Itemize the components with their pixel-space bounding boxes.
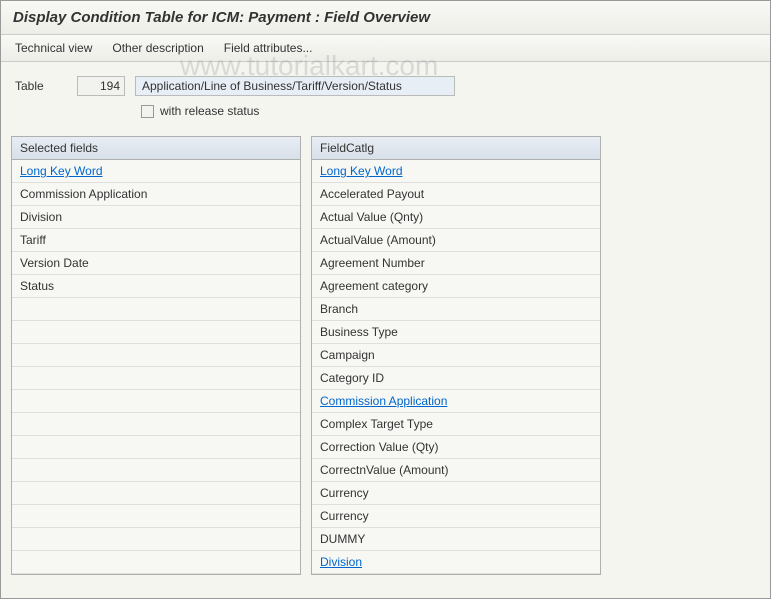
list-item[interactable]: Category ID: [312, 367, 600, 390]
release-status-label: with release status: [160, 104, 259, 118]
field-catlg-panel: FieldCatlg Long Key WordAccelerated Payo…: [311, 136, 601, 575]
list-item[interactable]: Version Date: [12, 252, 300, 275]
list-item[interactable]: Currency: [312, 482, 600, 505]
list-item[interactable]: Agreement Number: [312, 252, 600, 275]
field-attributes-button[interactable]: Field attributes...: [224, 41, 313, 55]
page-title: Display Condition Table for ICM: Payment…: [13, 9, 758, 26]
table-number-field[interactable]: 194: [77, 76, 125, 96]
checkbox-row: with release status: [1, 102, 770, 128]
list-item[interactable]: Commission Application: [312, 390, 600, 413]
list-item: [12, 321, 300, 344]
list-item[interactable]: Actual Value (Qnty): [312, 206, 600, 229]
selected-fields-list: Long Key WordCommission ApplicationDivis…: [12, 160, 300, 574]
list-item[interactable]: CorrectnValue (Amount): [312, 459, 600, 482]
list-item[interactable]: Long Key Word: [312, 160, 600, 183]
table-description-field[interactable]: Application/Line of Business/Tariff/Vers…: [135, 76, 455, 96]
list-item: [12, 390, 300, 413]
list-item[interactable]: Division: [12, 206, 300, 229]
other-description-button[interactable]: Other description: [112, 41, 203, 55]
list-item: [12, 459, 300, 482]
technical-view-button[interactable]: Technical view: [15, 41, 92, 55]
list-item: [12, 551, 300, 574]
list-item: [12, 436, 300, 459]
field-catlg-header: FieldCatlg: [312, 137, 600, 160]
selected-fields-panel: Selected fields Long Key WordCommission …: [11, 136, 301, 575]
list-item: [12, 413, 300, 436]
list-item[interactable]: Division: [312, 551, 600, 574]
list-item[interactable]: Currency: [312, 505, 600, 528]
list-item[interactable]: Status: [12, 275, 300, 298]
list-item[interactable]: Accelerated Payout: [312, 183, 600, 206]
toolbar: Technical view Other description Field a…: [1, 35, 770, 62]
list-item[interactable]: DUMMY: [312, 528, 600, 551]
list-item[interactable]: Business Type: [312, 321, 600, 344]
list-item[interactable]: ActualValue (Amount): [312, 229, 600, 252]
list-item[interactable]: Correction Value (Qty): [312, 436, 600, 459]
list-item[interactable]: Long Key Word: [12, 160, 300, 183]
table-row: Table 194 Application/Line of Business/T…: [1, 62, 770, 102]
list-item[interactable]: Commission Application: [12, 183, 300, 206]
release-status-checkbox[interactable]: [141, 105, 154, 118]
list-item: [12, 528, 300, 551]
header: Display Condition Table for ICM: Payment…: [1, 1, 770, 35]
field-catlg-list: Long Key WordAccelerated PayoutActual Va…: [312, 160, 600, 574]
list-item: [12, 505, 300, 528]
list-item: [12, 367, 300, 390]
selected-fields-header: Selected fields: [12, 137, 300, 160]
table-label: Table: [15, 79, 67, 93]
list-item[interactable]: Tariff: [12, 229, 300, 252]
list-item[interactable]: Campaign: [312, 344, 600, 367]
list-item[interactable]: Complex Target Type: [312, 413, 600, 436]
list-item[interactable]: Branch: [312, 298, 600, 321]
list-item[interactable]: Agreement category: [312, 275, 600, 298]
list-item: [12, 344, 300, 367]
list-item: [12, 298, 300, 321]
list-item: [12, 482, 300, 505]
panels-container: Selected fields Long Key WordCommission …: [1, 128, 770, 583]
